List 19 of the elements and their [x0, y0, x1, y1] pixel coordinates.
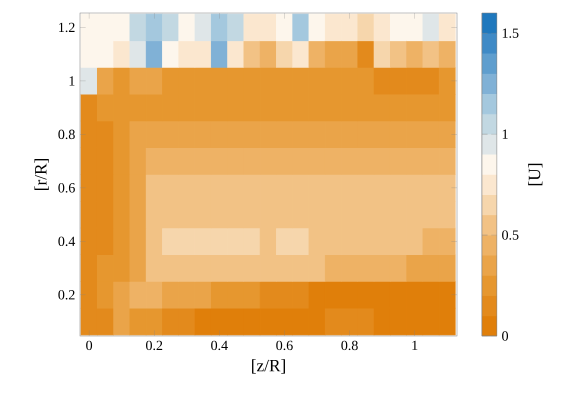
y-axis-title: [r/R]	[34, 158, 49, 190]
color-bar-label: 1	[502, 130, 508, 139]
y-tick-label: 0.2	[58, 290, 75, 300]
y-tick-label: 0.6	[58, 183, 75, 193]
y-tick-label: 1	[70, 76, 74, 86]
y-tick-label: 0.4	[58, 236, 76, 246]
x-tick-label: 0.2	[146, 340, 162, 350]
x-axis-title: [z/R]	[252, 359, 285, 374]
x-tick-label: 1	[412, 340, 418, 350]
color-bar-label: 1.5	[502, 28, 518, 38]
color-bar-title: [U]	[528, 164, 542, 186]
x-tick-label: 0.4	[211, 340, 228, 350]
y-tick-label: 0.8	[58, 130, 75, 140]
x-tick-label: 0	[86, 340, 92, 350]
color-bar-label: 0.5	[502, 230, 518, 240]
color-bar-label: 0	[502, 331, 508, 341]
x-tick-label: 0.6	[276, 340, 293, 350]
x-tick-label: 0.8	[341, 340, 358, 350]
y-tick-label: 1.2	[59, 22, 75, 32]
